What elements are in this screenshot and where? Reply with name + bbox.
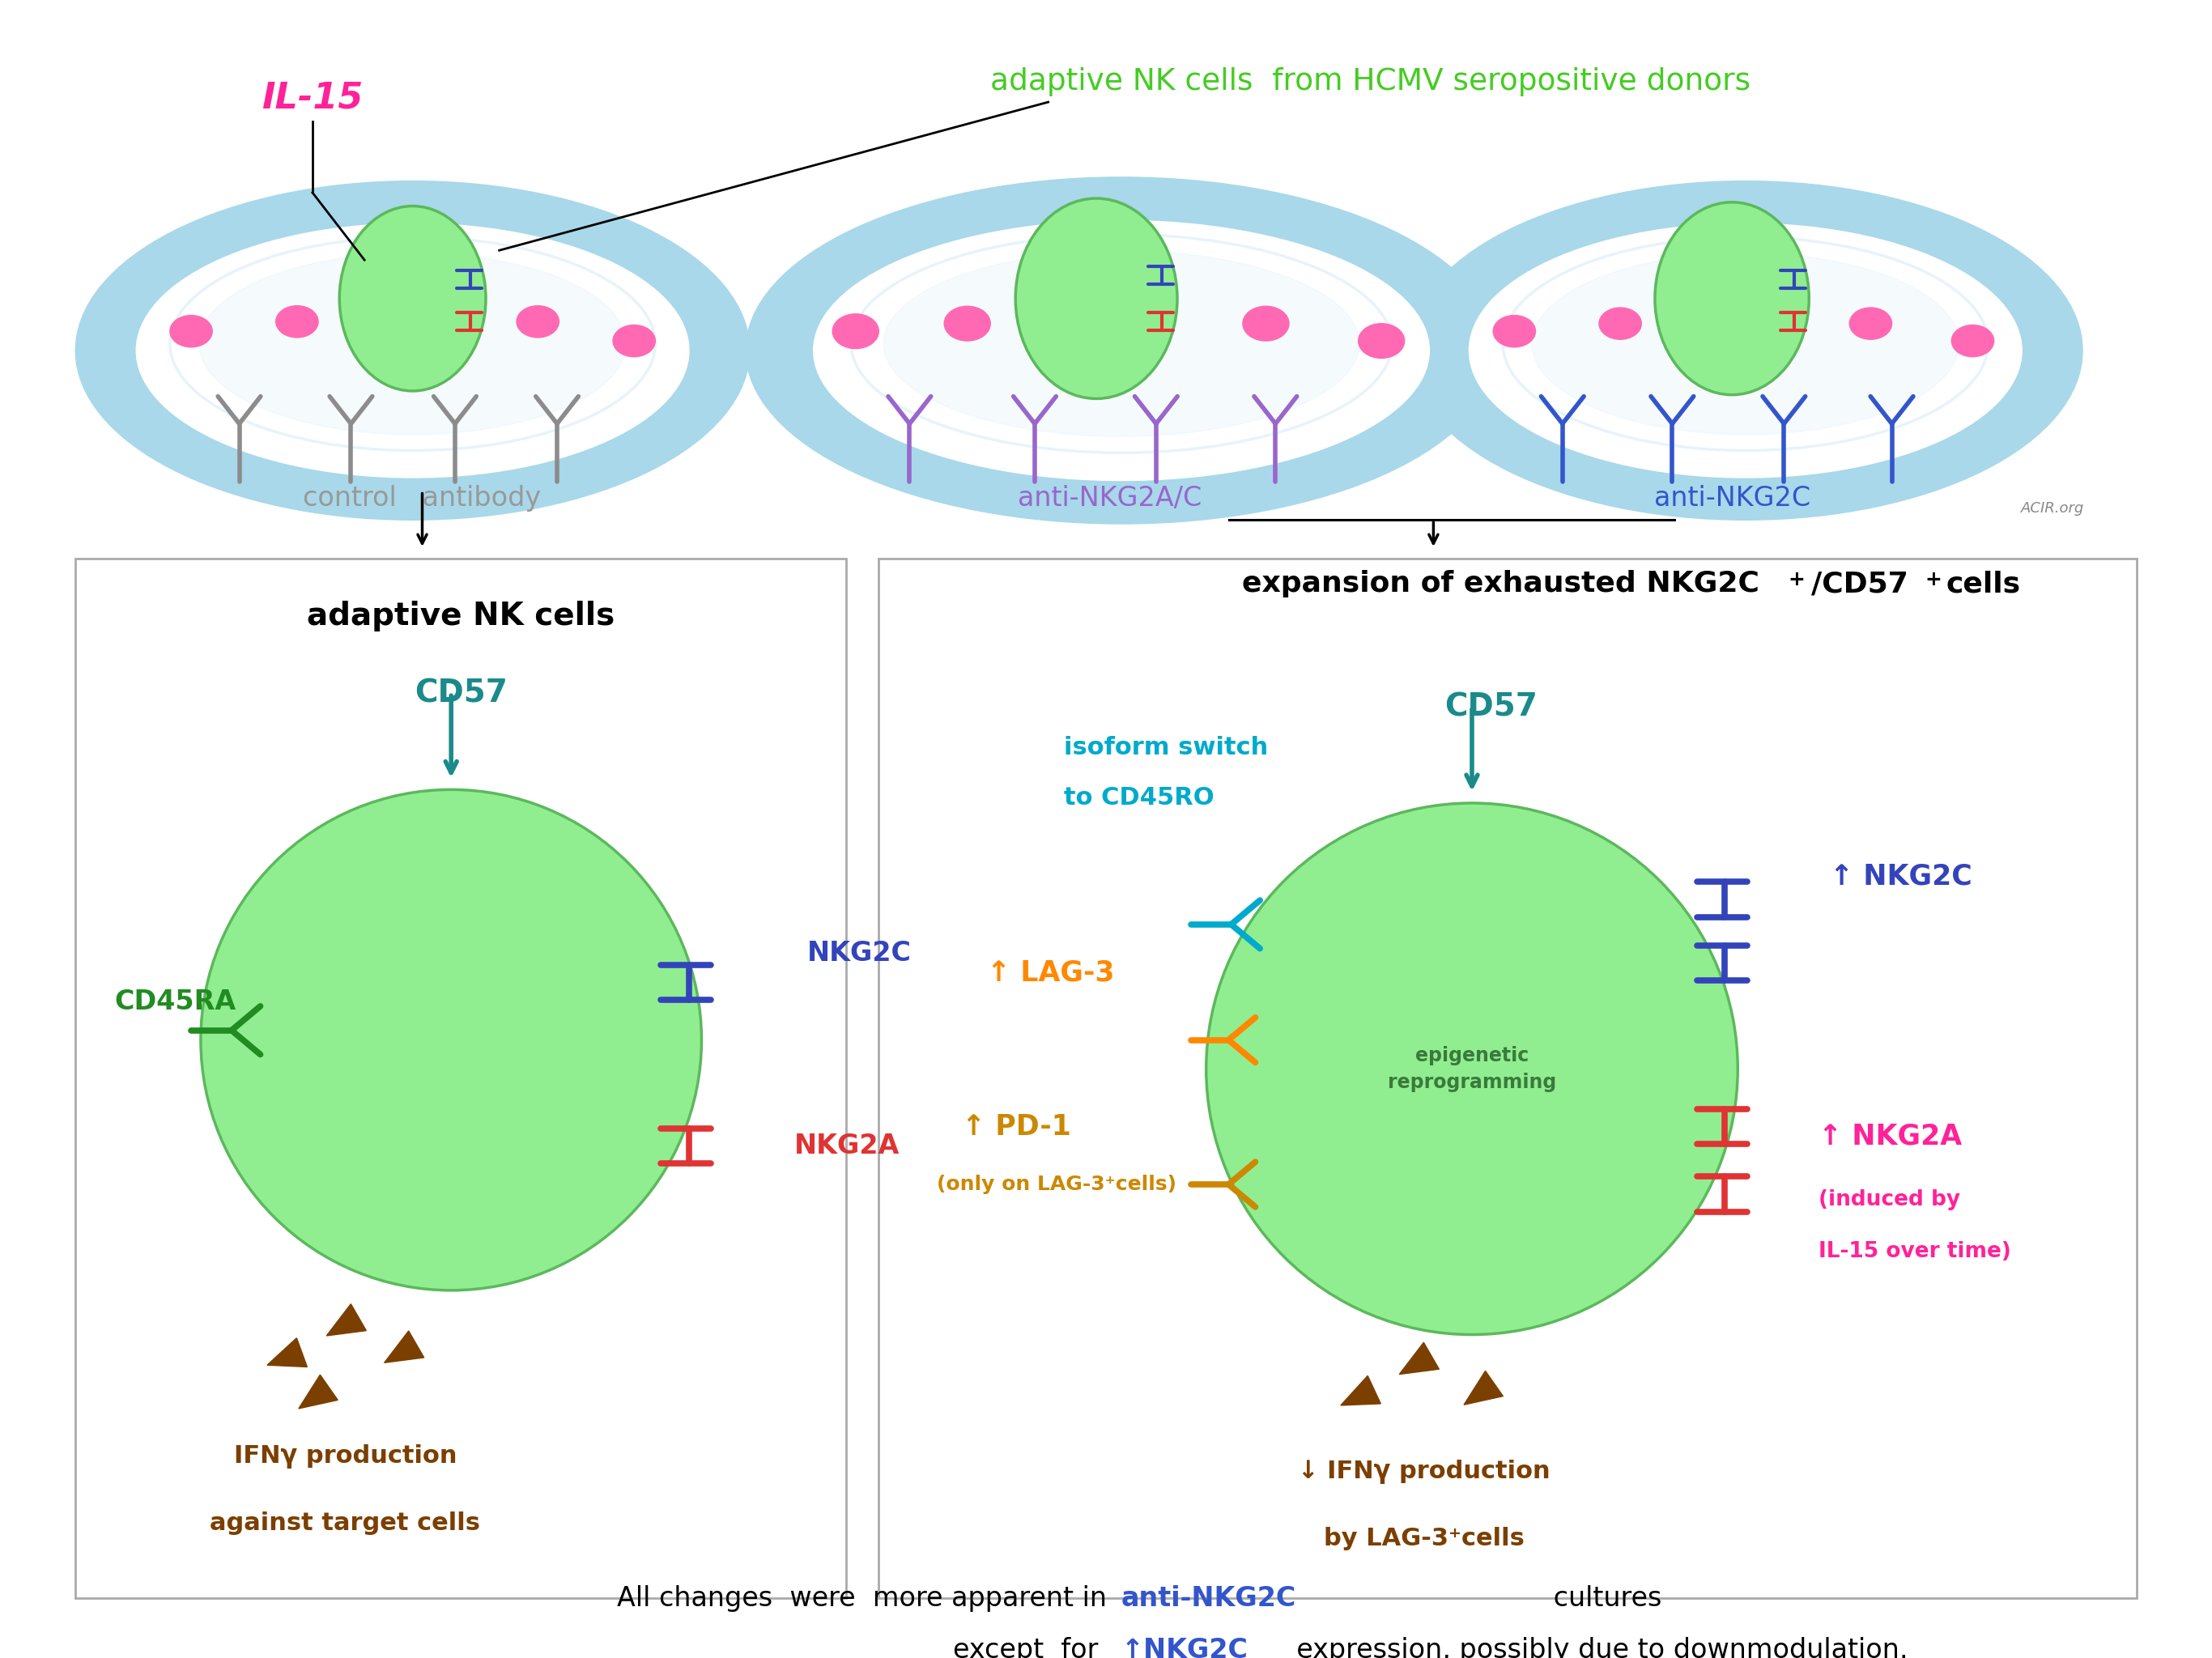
Polygon shape [327, 1303, 367, 1336]
Ellipse shape [518, 305, 560, 338]
Text: against target cells: against target cells [210, 1512, 480, 1535]
Text: isoform switch: isoform switch [1064, 736, 1267, 759]
Ellipse shape [1849, 308, 1891, 340]
Ellipse shape [1358, 323, 1405, 358]
Text: adaptive NK cells: adaptive NK cells [307, 600, 615, 632]
Ellipse shape [814, 221, 1429, 481]
Ellipse shape [883, 250, 1360, 436]
Ellipse shape [1015, 199, 1177, 398]
Ellipse shape [745, 177, 1498, 524]
Ellipse shape [199, 254, 626, 434]
Text: +: + [1924, 570, 1942, 590]
Text: ↑NKG2C: ↑NKG2C [1121, 1636, 1248, 1658]
Ellipse shape [75, 181, 750, 521]
Ellipse shape [201, 789, 701, 1290]
Text: cultures: cultures [1546, 1585, 1661, 1612]
Text: IFNγ production: IFNγ production [234, 1444, 456, 1469]
Text: anti-NKG2C: anti-NKG2C [1655, 486, 1809, 512]
Text: IL-15: IL-15 [261, 81, 363, 116]
Ellipse shape [1206, 802, 1739, 1335]
Polygon shape [1464, 1371, 1502, 1404]
Text: epigenetic
reprogramming: epigenetic reprogramming [1387, 1046, 1557, 1093]
Text: NKG2C: NKG2C [807, 940, 911, 967]
Text: ↑ LAG-3: ↑ LAG-3 [987, 958, 1115, 987]
Text: All changes  were  more apparent in: All changes were more apparent in [617, 1585, 1115, 1612]
Text: (induced by: (induced by [1818, 1189, 1960, 1210]
Text: ↑ NKG2A: ↑ NKG2A [1818, 1122, 1962, 1151]
Ellipse shape [1493, 315, 1535, 347]
Polygon shape [268, 1338, 307, 1366]
Ellipse shape [1599, 308, 1641, 340]
Text: except  for: except for [953, 1636, 1115, 1658]
Polygon shape [299, 1374, 338, 1409]
Text: ↑ PD-1: ↑ PD-1 [962, 1113, 1071, 1141]
Text: expression, possibly due to downmodulation.: expression, possibly due to downmodulati… [1279, 1636, 1909, 1658]
Ellipse shape [338, 206, 487, 391]
Text: +: + [1787, 570, 1805, 590]
Text: expansion of exhausted NKG2C: expansion of exhausted NKG2C [1243, 570, 1759, 597]
Polygon shape [385, 1331, 425, 1363]
Text: ↓ IFNγ production: ↓ IFNγ production [1298, 1459, 1551, 1484]
Polygon shape [1400, 1343, 1440, 1374]
Text: (only on LAG-3⁺cells): (only on LAG-3⁺cells) [936, 1174, 1177, 1194]
Text: IL-15 over time): IL-15 over time) [1818, 1242, 2011, 1262]
Text: adaptive NK cells  from HCMV seropositive donors: adaptive NK cells from HCMV seropositive… [991, 66, 1752, 96]
Ellipse shape [945, 307, 991, 342]
Ellipse shape [1655, 202, 1809, 395]
FancyBboxPatch shape [75, 559, 845, 1598]
Ellipse shape [613, 325, 655, 356]
Text: to CD45RO: to CD45RO [1064, 786, 1214, 809]
Text: anti-NKG2A/C: anti-NKG2A/C [1018, 486, 1201, 512]
Ellipse shape [137, 224, 688, 478]
Text: ↑ NKG2C: ↑ NKG2C [1829, 862, 1973, 890]
Ellipse shape [276, 305, 319, 338]
Text: by LAG-3⁺cells: by LAG-3⁺cells [1323, 1527, 1524, 1550]
Text: /CD57: /CD57 [1812, 570, 1909, 597]
Ellipse shape [1469, 224, 2022, 478]
FancyBboxPatch shape [878, 559, 2137, 1598]
Ellipse shape [1533, 254, 1960, 434]
Text: CD45RA: CD45RA [115, 988, 237, 1015]
Text: cells: cells [1947, 570, 2020, 597]
Text: anti-NKG2C: anti-NKG2C [1121, 1585, 1296, 1612]
Text: control   antibody: control antibody [303, 486, 542, 512]
Ellipse shape [170, 315, 212, 347]
Ellipse shape [1951, 325, 1993, 356]
Ellipse shape [832, 313, 878, 348]
Text: CD57: CD57 [414, 678, 507, 708]
Text: NKG2A: NKG2A [794, 1132, 900, 1159]
Ellipse shape [1409, 181, 2081, 521]
Text: ACIR.org: ACIR.org [2022, 501, 2084, 516]
Text: CD57: CD57 [1444, 691, 1537, 723]
Polygon shape [1340, 1376, 1380, 1406]
Ellipse shape [1243, 307, 1290, 342]
